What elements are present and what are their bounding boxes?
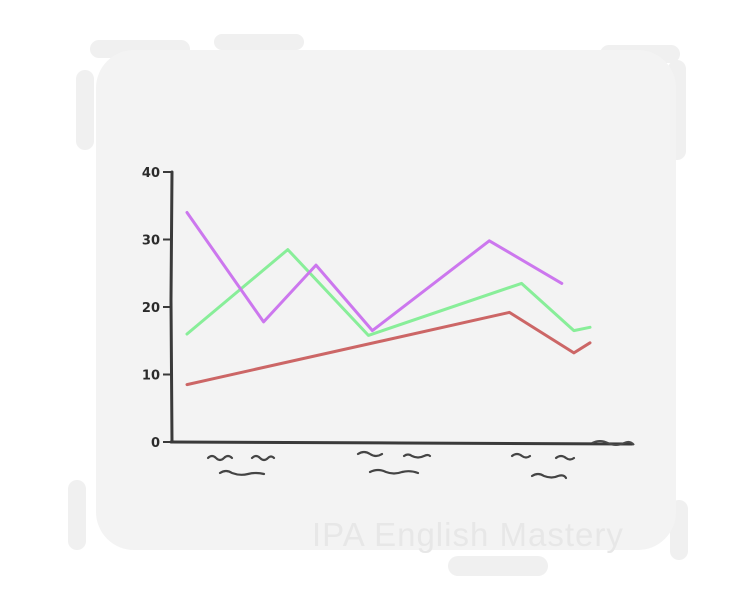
series-line-0 bbox=[185, 310, 592, 387]
y-axis-line bbox=[169, 170, 174, 444]
x-tick-scribble bbox=[530, 472, 568, 480]
y-tick-label: 10 bbox=[142, 369, 160, 384]
y-tick-label: 20 bbox=[142, 301, 160, 316]
x-tick-scribble bbox=[554, 454, 576, 461]
frame-sketch-left bbox=[76, 70, 94, 150]
series-line-1 bbox=[185, 248, 592, 337]
sketch-frame bbox=[96, 50, 676, 550]
x-tick-scribbles bbox=[206, 450, 576, 480]
x-axis-line bbox=[169, 440, 634, 446]
watermark-text: IPA English Mastery bbox=[312, 516, 624, 553]
x-tick-scribble bbox=[356, 450, 384, 458]
frame-sketch-bottom bbox=[448, 556, 548, 576]
series-line-2 bbox=[185, 211, 564, 333]
x-tick-scribble bbox=[218, 469, 266, 476]
y-tick-group: 0 10 20 30 40 bbox=[142, 166, 172, 451]
series-group bbox=[185, 211, 592, 387]
chart-axes bbox=[169, 170, 635, 446]
y-tick-label: 0 bbox=[151, 436, 160, 451]
y-tick-label: 40 bbox=[142, 166, 160, 181]
x-tick-scribble bbox=[250, 454, 276, 462]
frame-sketch-left-bottom bbox=[68, 480, 86, 550]
x-tick-scribble bbox=[402, 453, 432, 459]
x-tick-scribble bbox=[368, 468, 420, 475]
x-tick-scribble bbox=[206, 454, 234, 462]
x-tick-scribble bbox=[510, 452, 532, 459]
frame-sketch-top bbox=[214, 34, 304, 50]
x-axis-end-scribble bbox=[591, 440, 635, 446]
y-tick-label: 30 bbox=[142, 234, 160, 249]
